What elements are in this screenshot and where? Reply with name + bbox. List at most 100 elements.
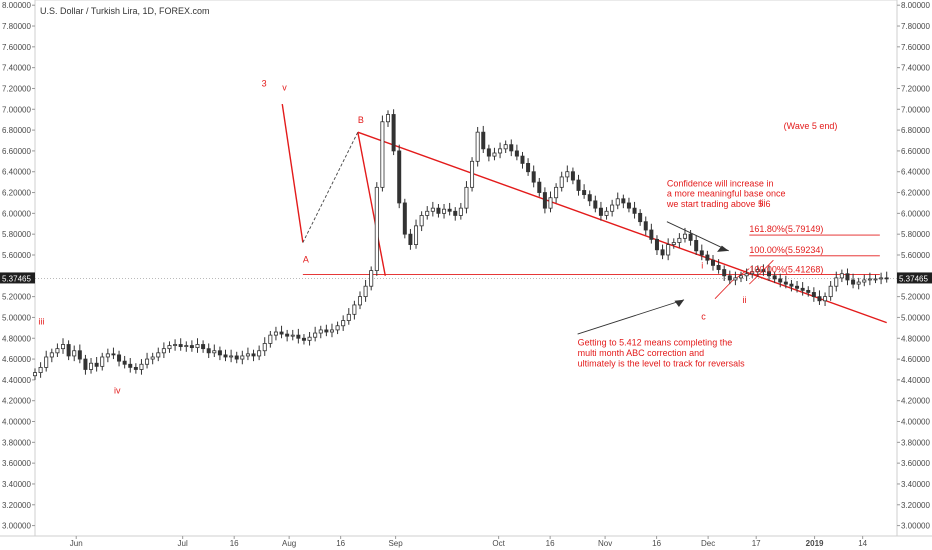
candle-body [352, 304, 357, 315]
candle-body [739, 275, 744, 279]
y-tick-label-left: 6.00000 [2, 209, 31, 218]
candle-body [856, 281, 861, 285]
candle-body [139, 363, 144, 370]
candle-body [682, 233, 687, 239]
candle-body [273, 331, 278, 336]
candle-body [184, 345, 189, 347]
candle-body [526, 163, 531, 173]
candle-body [161, 348, 166, 354]
candle-body [520, 155, 525, 164]
y-tick-label-right: 3.00000 [901, 522, 930, 531]
candle-body [318, 329, 323, 334]
candle-body [873, 278, 878, 281]
y-tick-label-right: 3.60000 [901, 459, 930, 468]
retrace-line [357, 132, 386, 276]
candle-body [610, 204, 615, 212]
x-tick-label: Oct [492, 539, 505, 548]
candle-body [212, 350, 217, 354]
candle-body [851, 279, 856, 285]
candle-body [565, 171, 570, 178]
candle-body [173, 344, 178, 346]
y-tick-label-left: 4.20000 [2, 397, 31, 406]
annotation-text: Getting to 5.412 means completing the [578, 338, 733, 348]
current-price-marker-right: 5.37465 [897, 272, 932, 284]
candle-body [145, 358, 150, 365]
wave-label: A [303, 254, 309, 264]
downtrend-line [357, 131, 887, 324]
x-tick-label: 16 [652, 539, 661, 548]
candle-body [245, 353, 250, 357]
wave-label: iii [38, 317, 44, 327]
candle-body [649, 229, 654, 240]
y-tick-label-left: 3.60000 [2, 459, 31, 468]
candle-body [514, 150, 519, 157]
arrow-upper-head [717, 245, 729, 252]
candle-body [750, 271, 755, 275]
candle-body [716, 264, 721, 270]
wave-label: B [358, 115, 364, 125]
y-tick-label-left: 7.00000 [2, 105, 31, 114]
candle-body [61, 344, 66, 350]
candle-body [666, 244, 671, 256]
chart-labels: Confidence will increase ina more meanin… [38, 78, 837, 395]
candle-body [397, 150, 402, 204]
annotation-text: 100.00%(5.59234) [749, 245, 823, 255]
candle-body [240, 355, 245, 360]
y-tick-label-left: 4.00000 [2, 418, 31, 427]
candle-body [301, 337, 306, 341]
arrow-upper [666, 221, 729, 252]
y-tick-label-left: 4.40000 [2, 376, 31, 385]
y-tick-label-left: 5.60000 [2, 251, 31, 260]
y-tick-label-right: 6.20000 [901, 189, 930, 198]
candle-body [33, 372, 38, 377]
wave-label: c [701, 312, 706, 322]
candle-body [234, 355, 239, 360]
candle-body [436, 207, 441, 214]
candle-body [727, 275, 732, 281]
candle-body [688, 233, 693, 241]
current-price-label-left: 5.37465 [2, 274, 31, 283]
candle-body [425, 210, 430, 216]
y-tick-label-left: 7.80000 [2, 22, 31, 31]
candle-body [733, 277, 738, 281]
x-axis: Jun Jul 16 Aug 16 Sep Oct 16 Nov 16 Dec 17 2019 14 [70, 536, 868, 548]
candle-body [582, 190, 587, 196]
candle-body [783, 281, 788, 285]
candle-body [626, 202, 631, 209]
x-tick-label: 17 [752, 539, 761, 548]
candle-body [49, 352, 54, 358]
candle-body [38, 366, 43, 373]
candle-body [453, 210, 458, 216]
y-tick-label-right: 6.40000 [901, 168, 930, 177]
candle-body [268, 334, 273, 344]
wave-a-line [281, 103, 304, 243]
candle-body [772, 275, 777, 280]
candle-body [201, 344, 206, 350]
candle-body [430, 207, 435, 212]
candle-body [391, 114, 396, 152]
y-tick-label-right: 4.20000 [901, 397, 930, 406]
candle-body [369, 270, 374, 287]
candle-body [503, 144, 508, 150]
x-tick-label: 2019 [806, 539, 824, 548]
candle-body [386, 114, 391, 123]
candle-body [537, 181, 542, 193]
y-tick-label-left: 7.40000 [2, 64, 31, 73]
candle-body [559, 176, 564, 188]
candle-body [335, 325, 340, 331]
candle-body [694, 240, 699, 252]
candle-body [111, 353, 116, 356]
y-tick-label-left: 3.40000 [2, 480, 31, 489]
candle-body [795, 285, 800, 289]
y-tick-label-right: 7.80000 [901, 22, 930, 31]
wave-label: ii [742, 295, 746, 305]
chart-title: U.S. Dollar / Turkish Lira, 1D, FOREX.co… [40, 6, 210, 16]
candle-body [72, 350, 77, 357]
x-tick-label: 16 [336, 539, 345, 548]
candle-body [587, 194, 592, 202]
wave-small-1 [714, 280, 733, 299]
candle-body [654, 238, 659, 251]
candle-body [133, 366, 138, 370]
y-tick-label-right: 6.00000 [901, 209, 930, 218]
